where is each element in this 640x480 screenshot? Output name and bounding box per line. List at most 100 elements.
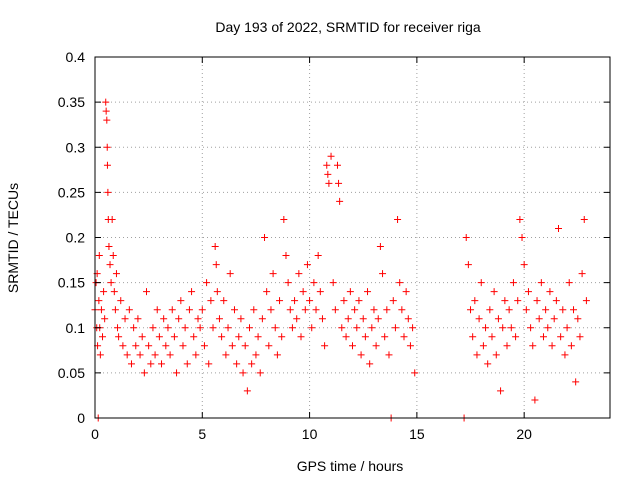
data-point xyxy=(580,215,588,223)
y-tick-label: 0.25 xyxy=(58,184,85,200)
data-point xyxy=(351,306,359,314)
data-point xyxy=(475,315,483,323)
y-tick-labels: 0 0.05 0.1 0.15 0.2 0.25 0.3 0.35 0.4 xyxy=(58,49,85,426)
data-point xyxy=(321,342,329,350)
data-point xyxy=(125,306,133,314)
data-point xyxy=(542,306,550,314)
data-point xyxy=(522,306,530,314)
data-point xyxy=(509,279,517,287)
data-point xyxy=(250,306,258,314)
data-point xyxy=(299,288,307,296)
x-axis-title: GPS time / hours xyxy=(297,458,404,474)
data-point xyxy=(130,324,138,332)
data-point xyxy=(103,116,111,124)
data-point xyxy=(555,224,562,232)
data-point xyxy=(215,315,223,323)
data-point xyxy=(308,324,316,332)
data-point xyxy=(376,243,384,251)
data-point xyxy=(490,288,498,296)
data-point xyxy=(306,297,314,305)
data-point xyxy=(409,324,417,332)
data-point xyxy=(331,306,339,314)
data-point xyxy=(372,342,380,350)
data-point xyxy=(121,315,129,323)
y-tick-label: 0.05 xyxy=(58,365,85,381)
data-point xyxy=(531,396,539,404)
data-point xyxy=(357,351,365,359)
data-point xyxy=(318,315,326,323)
data-point xyxy=(239,369,247,377)
data-point xyxy=(512,333,520,341)
data-point xyxy=(233,360,241,368)
data-point xyxy=(96,351,104,359)
data-point xyxy=(267,306,275,314)
data-point xyxy=(200,342,208,350)
data-point xyxy=(398,306,406,314)
data-point xyxy=(102,107,110,115)
data-point xyxy=(243,387,251,395)
x-tick-label: 15 xyxy=(409,426,425,442)
data-point xyxy=(196,324,204,332)
axis-ticks xyxy=(94,56,610,419)
data-point xyxy=(499,324,507,332)
data-point xyxy=(336,197,344,205)
data-point xyxy=(361,333,369,341)
data-point xyxy=(353,324,361,332)
x-tick-label: 5 xyxy=(198,426,206,442)
data-point xyxy=(477,279,485,287)
data-point xyxy=(102,98,110,106)
y-tick-label: 0.3 xyxy=(66,139,86,155)
data-point xyxy=(112,270,120,278)
data-point xyxy=(254,333,262,341)
data-point xyxy=(149,324,157,332)
data-point xyxy=(552,297,560,305)
data-point xyxy=(153,306,161,314)
data-point xyxy=(340,297,348,305)
data-point xyxy=(160,315,168,323)
data-point xyxy=(273,351,281,359)
data-point xyxy=(355,297,363,305)
data-point xyxy=(482,324,490,332)
data-point xyxy=(117,297,125,305)
data-point xyxy=(379,270,387,278)
data-point xyxy=(391,324,399,332)
data-point xyxy=(295,270,303,278)
chart-title: Day 193 of 2022, SRMTID for receiver rig… xyxy=(215,19,481,35)
data-point xyxy=(173,369,181,377)
data-point xyxy=(550,315,558,323)
data-point xyxy=(567,342,575,350)
data-point xyxy=(291,297,299,305)
data-point xyxy=(103,161,111,169)
data-point xyxy=(484,360,492,368)
data-point xyxy=(494,315,502,323)
data-point xyxy=(366,360,374,368)
data-point xyxy=(327,152,335,160)
data-point xyxy=(335,179,343,187)
data-point xyxy=(237,315,245,323)
data-point xyxy=(582,297,590,305)
data-point xyxy=(286,306,294,314)
data-point xyxy=(280,215,288,223)
data-point xyxy=(166,351,174,359)
data-point xyxy=(505,306,513,314)
data-point xyxy=(529,342,537,350)
data-point xyxy=(565,279,573,287)
data-point xyxy=(346,288,354,296)
data-point xyxy=(108,215,116,223)
data-point xyxy=(138,333,146,341)
data-point xyxy=(151,351,159,359)
data-point xyxy=(276,297,284,305)
data-point xyxy=(123,351,131,359)
data-point xyxy=(211,243,219,251)
data-point xyxy=(486,306,494,314)
data-point xyxy=(185,306,193,314)
y-tick-label: 0.1 xyxy=(66,320,86,336)
data-point xyxy=(385,351,393,359)
data-point xyxy=(207,297,215,305)
data-point xyxy=(297,333,305,341)
data-point xyxy=(370,306,378,314)
data-point xyxy=(574,315,582,323)
data-point xyxy=(520,261,528,269)
data-point xyxy=(106,261,114,269)
data-point xyxy=(479,342,487,350)
